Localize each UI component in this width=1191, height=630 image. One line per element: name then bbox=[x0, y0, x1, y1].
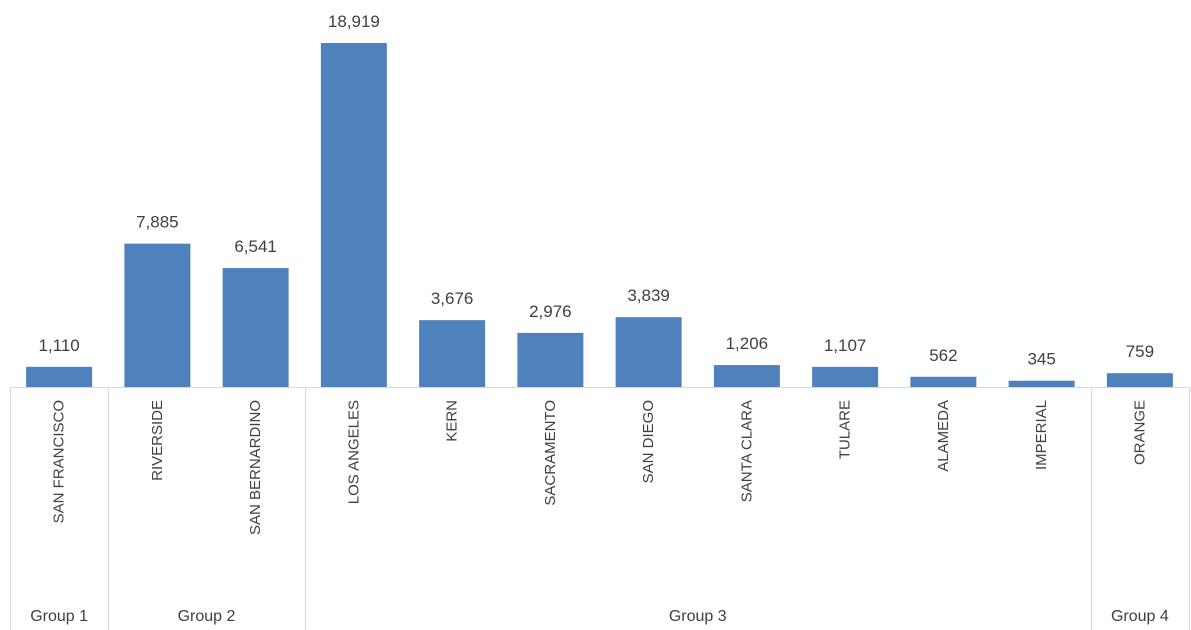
group-label: Group 4 bbox=[1111, 608, 1169, 625]
value-labels-layer: 1,110 7,885 6,541 18,919 3,676 2,976 3,839 1,20… bbox=[38, 12, 1154, 369]
category-label: SANTA CLARA bbox=[738, 400, 755, 502]
value-label: 3,839 bbox=[627, 286, 670, 305]
bar-santa-clara bbox=[713, 365, 780, 387]
group-label: Group 1 bbox=[30, 608, 88, 625]
category-label: SACRAMENTO bbox=[542, 400, 559, 506]
group-label: Group 3 bbox=[669, 608, 727, 625]
bar-tulare bbox=[812, 366, 879, 387]
category-label: TULARE bbox=[837, 400, 854, 459]
category-label: ORANGE bbox=[1131, 400, 1148, 465]
value-label: 2,976 bbox=[529, 302, 572, 321]
category-label: SAN DIEGO bbox=[640, 400, 657, 483]
bar-kern bbox=[419, 320, 486, 387]
bar-san-bernardino bbox=[222, 268, 289, 387]
bars-layer bbox=[26, 43, 1173, 387]
category-label: IMPERIAL bbox=[1033, 400, 1050, 470]
value-label: 1,110 bbox=[38, 336, 79, 355]
bar-sacramento bbox=[517, 332, 584, 387]
category-label: SAN BERNARDINO bbox=[247, 400, 264, 535]
bar-alameda bbox=[910, 376, 977, 387]
value-label: 1,206 bbox=[726, 334, 769, 353]
bar-san-francisco bbox=[26, 366, 93, 387]
bar-riverside bbox=[124, 243, 191, 387]
value-label: 7,885 bbox=[136, 213, 179, 232]
value-label: 3,676 bbox=[431, 289, 474, 308]
value-label: 345 bbox=[1027, 350, 1055, 369]
category-label: KERN bbox=[444, 400, 461, 442]
group-labels-layer: Group 1 Group 2 Group 3 Group 4 bbox=[30, 608, 1169, 625]
category-label: SAN FRANCISCO bbox=[51, 400, 68, 523]
bar-san-diego bbox=[615, 317, 682, 387]
category-labels-layer: SAN FRANCISCO RIVERSIDE SAN BERNARDINO LOS … bbox=[51, 400, 1149, 535]
value-label: 759 bbox=[1126, 342, 1154, 361]
bar-los-angeles bbox=[320, 43, 387, 387]
group-label: Group 2 bbox=[178, 608, 236, 625]
bar-imperial bbox=[1008, 380, 1075, 387]
category-label: LOS ANGELES bbox=[345, 400, 362, 504]
category-label: ALAMEDA bbox=[935, 400, 952, 472]
bar-orange bbox=[1106, 373, 1173, 387]
value-label: 6,541 bbox=[234, 237, 277, 256]
value-label: 562 bbox=[929, 346, 957, 365]
category-label: RIVERSIDE bbox=[149, 400, 166, 481]
value-label: 1,107 bbox=[824, 336, 867, 355]
value-label: 18,919 bbox=[328, 12, 380, 31]
category-axis bbox=[10, 387, 1190, 630]
